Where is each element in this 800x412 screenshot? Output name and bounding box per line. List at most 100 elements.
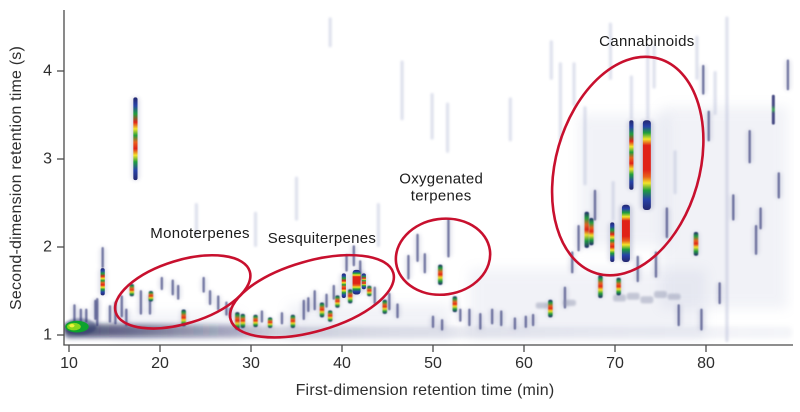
peak-faint — [707, 110, 710, 142]
peak-trace — [673, 150, 677, 195]
peak-faint — [101, 247, 104, 269]
peak-trace — [572, 62, 576, 107]
peak-warm — [235, 312, 240, 330]
peak-faint — [423, 253, 427, 274]
peak-faint — [416, 233, 419, 262]
peak-faint — [108, 305, 112, 323]
peak-faint — [524, 315, 528, 328]
peak-hot — [629, 120, 634, 190]
region-ellipse-oxygenated-terpenes — [394, 217, 492, 297]
region-ellipse-cannabinoids — [550, 55, 705, 277]
region-ellipse-monoterpenes — [113, 254, 252, 330]
peak-big — [621, 204, 630, 262]
peak-warm — [253, 314, 258, 328]
peak-faint — [171, 279, 174, 296]
x-tick-label: 10 — [60, 355, 78, 372]
peak-faint — [490, 308, 494, 325]
peak-warm — [240, 313, 246, 328]
solvent-blob-spark — [69, 323, 75, 328]
baseline-band — [64, 323, 279, 336]
peak-faint — [500, 310, 503, 327]
peak-faint — [593, 189, 597, 221]
peak-trace — [611, 181, 615, 221]
peak-warm — [367, 285, 372, 297]
peak-faint — [748, 129, 751, 164]
y-tick-label: 4 — [43, 63, 52, 80]
peak-faint — [732, 194, 735, 221]
peak-trace — [328, 17, 332, 48]
peak-warm — [616, 277, 621, 296]
peak-faint — [302, 299, 305, 321]
peak-faint — [217, 295, 220, 311]
peak-faint — [313, 290, 316, 311]
peak-scribble — [667, 293, 681, 300]
peak-warm — [693, 232, 699, 256]
background-haze — [660, 106, 788, 309]
peak-trace — [400, 60, 404, 121]
peak-faint — [332, 284, 336, 300]
peak-faint — [160, 276, 164, 291]
peak-trace — [445, 102, 450, 153]
peak-faint — [260, 310, 264, 323]
peak-trace — [583, 106, 587, 186]
y-tick-label: 1 — [43, 327, 52, 344]
peak-trace — [558, 62, 562, 142]
peak-faint — [431, 315, 435, 328]
peak-faint — [208, 290, 212, 306]
peak-faint — [202, 276, 205, 293]
peak-trace — [646, 44, 650, 120]
peak-faint — [700, 308, 703, 331]
peak-trace — [194, 203, 198, 239]
peak-scribble — [563, 299, 576, 306]
peak-faint — [345, 254, 348, 272]
peak-trace — [725, 16, 729, 343]
peak-faint — [468, 308, 471, 327]
peak-faint — [531, 313, 535, 327]
x-tick-label: 60 — [515, 355, 533, 372]
peak-scribble — [640, 296, 654, 304]
y-tick-label: 3 — [43, 151, 52, 168]
peak-warm — [335, 295, 340, 308]
peak-trace — [629, 75, 633, 120]
x-tick-label: 70 — [606, 355, 624, 372]
peak-warm — [598, 275, 603, 299]
region-label-monoterpenes: Monoterpenes — [150, 224, 250, 241]
peak-faint — [407, 254, 410, 280]
peak-faint — [479, 313, 482, 330]
y-tick-label: 2 — [43, 239, 52, 256]
peak-faint — [96, 298, 99, 327]
peak-faint — [754, 225, 758, 255]
peak-faint — [577, 225, 580, 252]
peak-warm — [589, 217, 594, 246]
x-axis-title: First-dimension retention time (min) — [295, 382, 555, 399]
peak-warm — [319, 302, 325, 318]
peak-faint — [125, 308, 128, 327]
peak-cool — [771, 94, 775, 125]
region-label-oxygenated-terpenes: Oxygenated terpenes — [399, 170, 483, 204]
x-tick-label: 40 — [333, 355, 351, 372]
peak-faint — [777, 172, 780, 199]
peak-warm — [148, 291, 154, 302]
peak-warm — [181, 309, 186, 327]
peak-trace — [608, 22, 613, 80]
peak-faint — [440, 319, 444, 331]
peak-faint — [177, 284, 180, 300]
x-tick-label: 20 — [151, 355, 169, 372]
peak-faint — [388, 292, 391, 311]
peak-warm — [267, 317, 273, 328]
region-label-sesquiterpenes: Sesquiterpenes — [268, 230, 376, 247]
peak-hot — [100, 268, 105, 296]
region-annotations-layer: Monoterpenes Sesquiterpenes Oxygenated terp… — [113, 33, 705, 339]
peak-trace — [549, 40, 553, 80]
peak-scribble — [654, 291, 667, 299]
y-axis-title: Second-dimension retention time (s) — [8, 45, 25, 311]
peak-hot — [610, 222, 615, 262]
peak-faint — [665, 207, 669, 239]
peak-faint — [718, 282, 721, 305]
peak-trace — [430, 93, 434, 140]
x-tick-label: 50 — [424, 355, 442, 372]
peak-scribble — [613, 294, 627, 302]
peak-hot — [341, 273, 346, 299]
peak-trace — [253, 211, 258, 247]
